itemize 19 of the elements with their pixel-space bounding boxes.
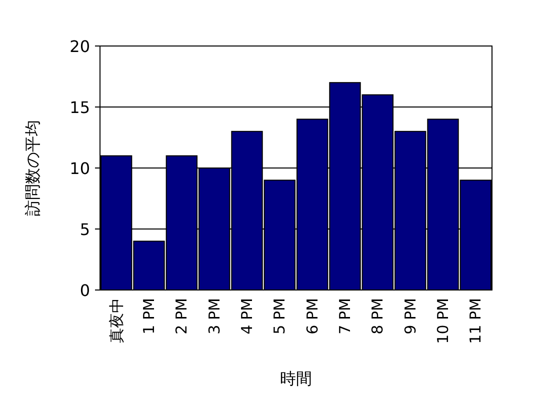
y-tick-label: 5 (80, 220, 90, 239)
x-axis-title: 時間 (280, 369, 312, 388)
y-tick-label: 0 (80, 281, 90, 300)
y-tick-label: 15 (70, 98, 90, 117)
x-tick-label: 4 PM (238, 298, 256, 334)
x-tick-label: 5 PM (270, 298, 289, 334)
x-tick-label: 6 PM (303, 298, 322, 334)
x-tick-label: 10 PM (434, 298, 452, 344)
x-tick-label: 8 PM (368, 298, 387, 334)
x-tick-label: 7 PM (336, 298, 354, 334)
x-tick-label: 3 PM (205, 298, 224, 334)
x-tick-label: 2 PM (172, 298, 191, 334)
x-tick-label: 真夜中 (107, 298, 126, 343)
x-tick-label: 9 PM (401, 298, 420, 334)
y-axis-title: 訪問数の平均 (23, 120, 42, 216)
y-tick-label: 20 (70, 37, 90, 56)
x-tick-label: 11 PM (466, 298, 485, 344)
y-tick-label: 10 (70, 159, 90, 178)
x-tick-label: 1 PM (140, 298, 158, 334)
